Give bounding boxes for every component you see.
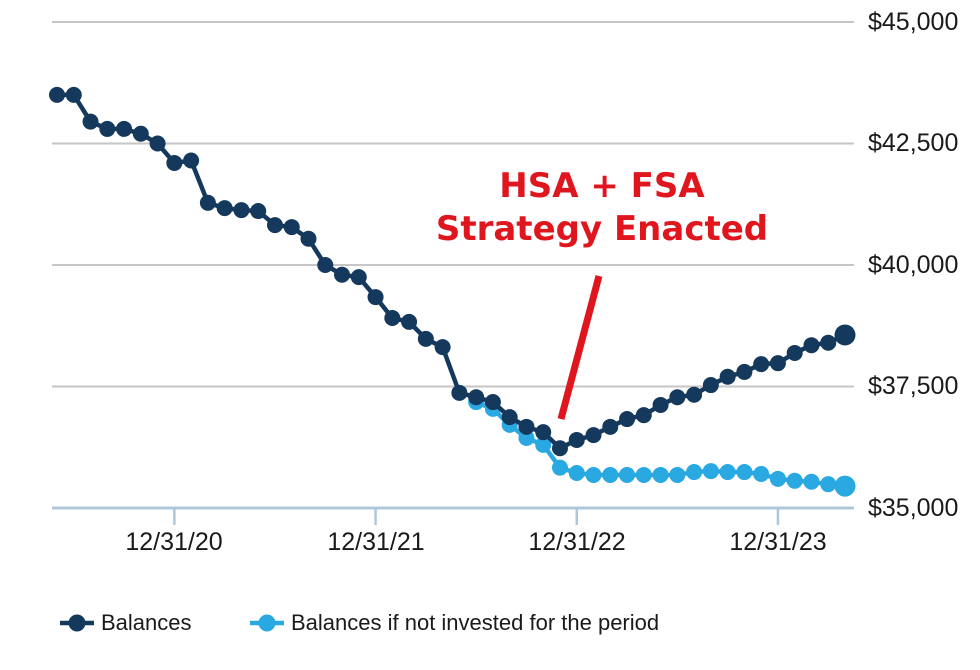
strategy-annotation: HSA + FSA Strategy Enacted — [402, 165, 802, 251]
x-axis-label: 12/31/21 — [327, 528, 425, 556]
legend-label-balances-not-invested: Balances if not invested for the period — [291, 610, 660, 635]
strategy-annotation-line2: Strategy Enacted — [435, 209, 769, 249]
legend-label-balances: Balances — [101, 610, 192, 635]
balances-series-marker-icon — [60, 614, 94, 632]
x-axis-label: 12/31/20 — [125, 528, 223, 556]
y-axis-label: $42,500 — [868, 129, 959, 157]
x-axis-label: 12/31/23 — [729, 528, 827, 556]
y-axis-label: $40,000 — [868, 251, 959, 279]
strategy-annotation-line1: HSA + FSA — [499, 166, 705, 206]
x-axis-label: 12/31/22 — [528, 528, 626, 556]
y-axis-label: $35,000 — [868, 494, 959, 522]
legend-item-balances: Balances — [60, 608, 192, 638]
y-axis-label: $45,000 — [868, 8, 959, 36]
legend-item-balances-not-invested: Balances if not invested for the period — [250, 608, 659, 638]
y-axis-label: $37,500 — [868, 372, 959, 400]
not-invested-series-marker-icon — [250, 614, 284, 632]
